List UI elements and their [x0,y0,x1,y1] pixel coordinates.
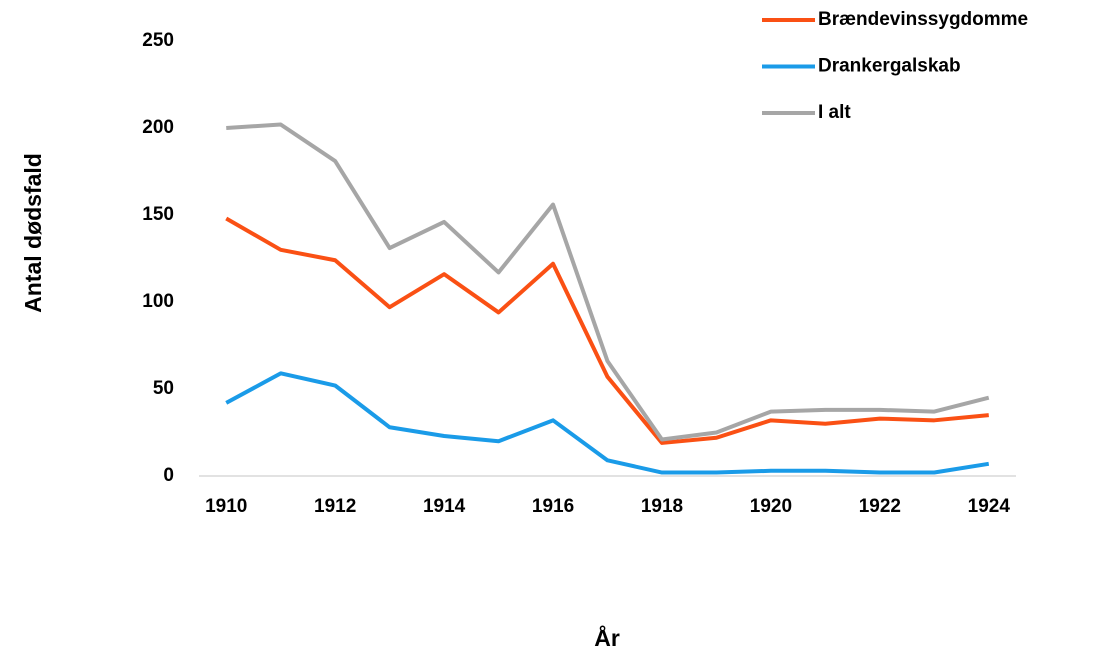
y-tick-label: 200 [142,117,174,138]
y-tick-label: 150 [142,204,174,225]
x-tick-label: 1910 [205,496,247,517]
x-tick-label: 1920 [750,496,792,517]
x-tick-label: 1918 [641,496,683,517]
legend-label: Drankergalskab [818,56,961,77]
line-series [226,122,990,442]
y-tick-label: 100 [142,291,174,312]
x-tick-label: 1922 [859,496,901,517]
x-tick-label: 1924 [968,496,1011,517]
y-tick-label: 0 [163,465,174,486]
x-tick-label: 1916 [532,496,574,517]
x-tick-label: 1914 [423,496,466,517]
legend-label: Brændevinssygdomme [818,9,1028,30]
x-axis-label: År [594,624,620,651]
y-tick-label: 250 [142,30,174,51]
legend-label: I alt [818,102,851,123]
y-tick-label: 50 [153,378,174,399]
line-series [225,371,990,475]
line-series [225,216,989,445]
y-axis-label: Antal dødsfald [20,153,46,313]
x-tick-label: 1912 [314,496,356,517]
